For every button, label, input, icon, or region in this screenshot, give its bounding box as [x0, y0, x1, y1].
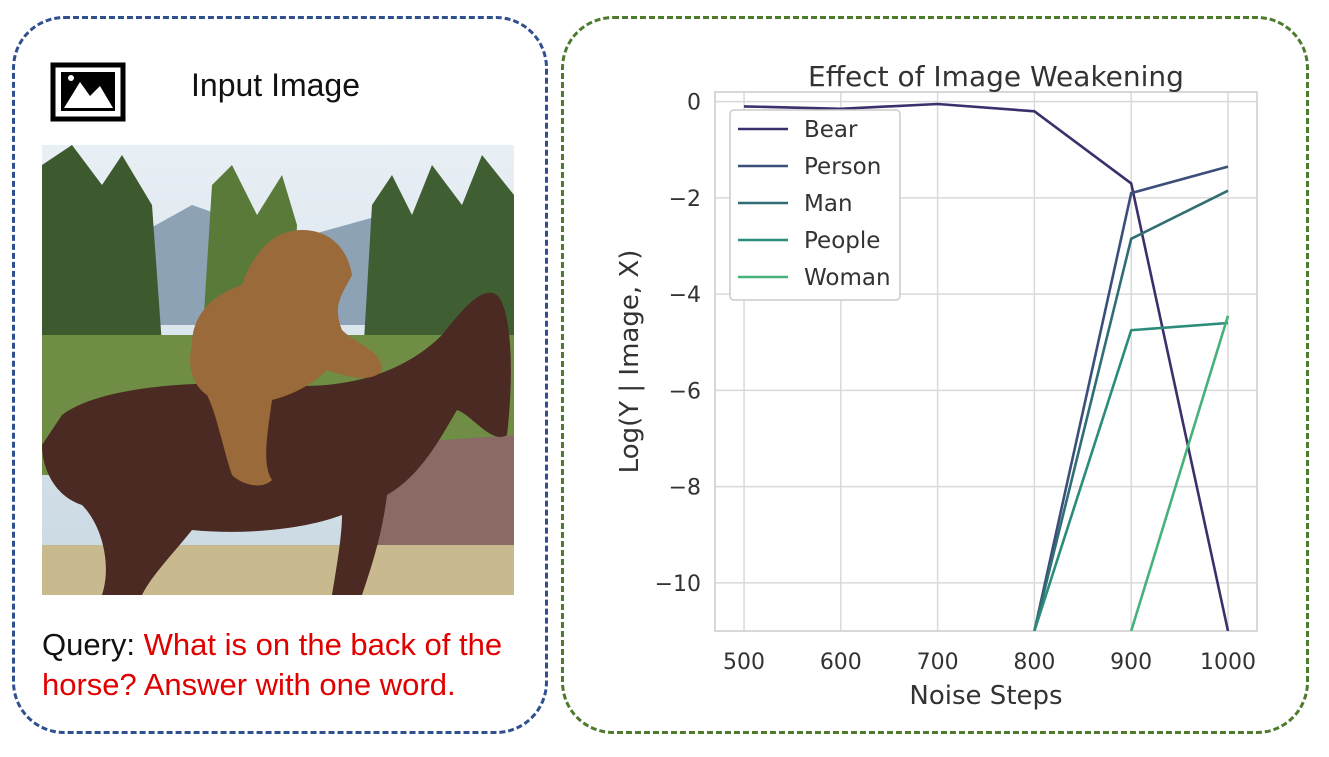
series-line-woman — [1129, 315, 1230, 631]
x-tick-label: 800 — [1013, 650, 1055, 675]
series-line-person — [1033, 165, 1229, 631]
legend-label: Bear — [804, 117, 858, 143]
input-image-title: Input Image — [191, 67, 360, 103]
legend-label: Person — [804, 154, 881, 180]
legend-label: Man — [804, 191, 853, 217]
y-tick-label: −10 — [655, 572, 701, 597]
y-axis-label: Log(Y | Image, X) — [615, 250, 645, 474]
y-tick-label: −4 — [669, 283, 701, 308]
y-tick-label: −6 — [669, 379, 701, 404]
query-text: Query: What is on the back of the horse?… — [42, 625, 542, 705]
legend-box — [729, 109, 901, 301]
x-tick-label: 1000 — [1200, 650, 1256, 675]
x-axis-label: Noise Steps — [909, 681, 1062, 711]
legend-label: Woman — [804, 265, 891, 291]
x-tick-label: 900 — [1110, 650, 1152, 675]
series-line-people — [1033, 321, 1229, 631]
image-icon — [50, 62, 126, 122]
x-tick-label: 600 — [820, 650, 862, 675]
input-photo — [42, 145, 514, 595]
plot-frame — [714, 91, 1258, 632]
chart-title: Effect of Image Weakening — [808, 60, 1184, 93]
x-tick-label: 700 — [917, 650, 959, 675]
legend-label: People — [804, 228, 880, 254]
series-line-man — [1033, 189, 1229, 631]
query-label: Query: — [42, 627, 144, 662]
series-line-bear — [743, 102, 1230, 631]
y-tick-label: −2 — [669, 187, 701, 212]
y-tick-label: −8 — [669, 476, 701, 501]
x-tick-label: 500 — [723, 650, 765, 675]
y-tick-label: 0 — [687, 91, 701, 116]
input-panel: Input Image Query: What is on the back o… — [12, 16, 548, 734]
query-question: What is on the back of the horse? Answer… — [42, 627, 503, 702]
chart-panel — [561, 16, 1309, 734]
